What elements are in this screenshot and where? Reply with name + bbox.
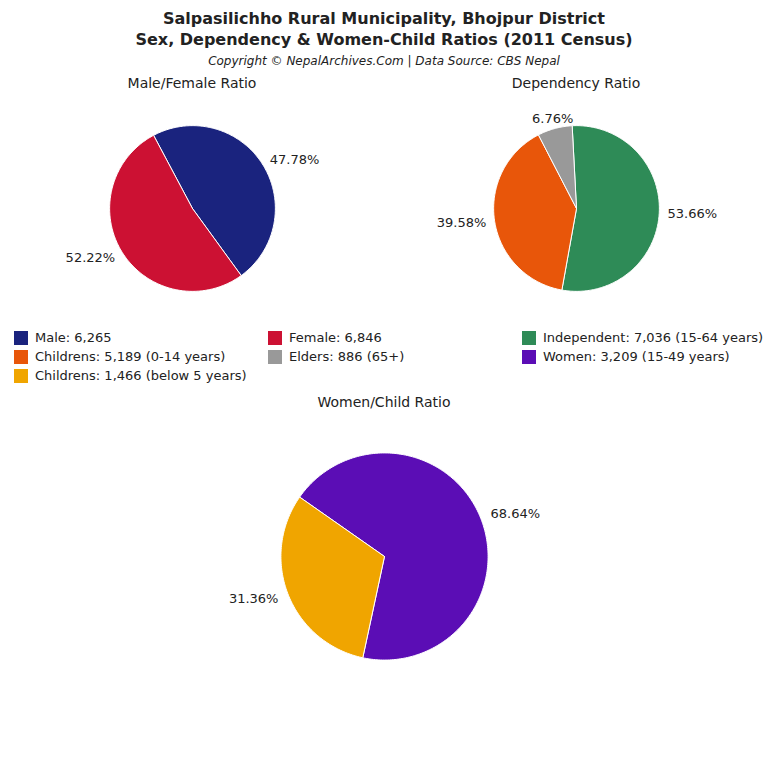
html-text:Elders: 886 (65+): Elders: 886 (65+) — [289, 349, 405, 364]
svg-text:53.66%: 53.66% — [667, 206, 717, 221]
svg-text:52.22%: 52.22% — [66, 250, 116, 265]
html-text:Salpasilichho Rural Municipali: Salpasilichho Rural Municipality, Bhojpu… — [163, 9, 605, 28]
html-text:Women/Child Ratio: Women/Child Ratio — [317, 394, 451, 410]
html-text:Childrens: 1,466 (below 5 year: Childrens: 1,466 (below 5 years) — [35, 368, 247, 383]
html-text:Women: 3,209 (15-49 years): Women: 3,209 (15-49 years) — [543, 349, 730, 364]
svg-text:39.58%: 39.58% — [437, 215, 487, 230]
html-text:Female: 6,846: Female: 6,846 — [289, 330, 382, 345]
html-text:Independent: 7,036 (15-64 year: Independent: 7,036 (15-64 years) — [543, 330, 764, 345]
svg-text:47.78%: 47.78% — [270, 151, 320, 166]
svg-text:31.36%: 31.36% — [229, 591, 279, 606]
html-text:Dependency Ratio: Dependency Ratio — [511, 75, 641, 91]
html-text:Childrens: 5,189 (0-14 years): Childrens: 5,189 (0-14 years) — [35, 349, 226, 364]
html-text:Copyright © NepalArchives.Com: Copyright © NepalArchives.Com | Data Sou… — [208, 54, 560, 68]
html-text:Male: 6,265: Male: 6,265 — [35, 330, 112, 345]
html-text:Male/Female Ratio: Male/Female Ratio — [127, 75, 257, 91]
svg-text:68.64%: 68.64% — [491, 506, 541, 521]
svg-text:6.76%: 6.76% — [532, 111, 573, 126]
html-text:Sex, Dependency & Women-Child: Sex, Dependency & Women-Child Ratios (20… — [135, 30, 633, 49]
